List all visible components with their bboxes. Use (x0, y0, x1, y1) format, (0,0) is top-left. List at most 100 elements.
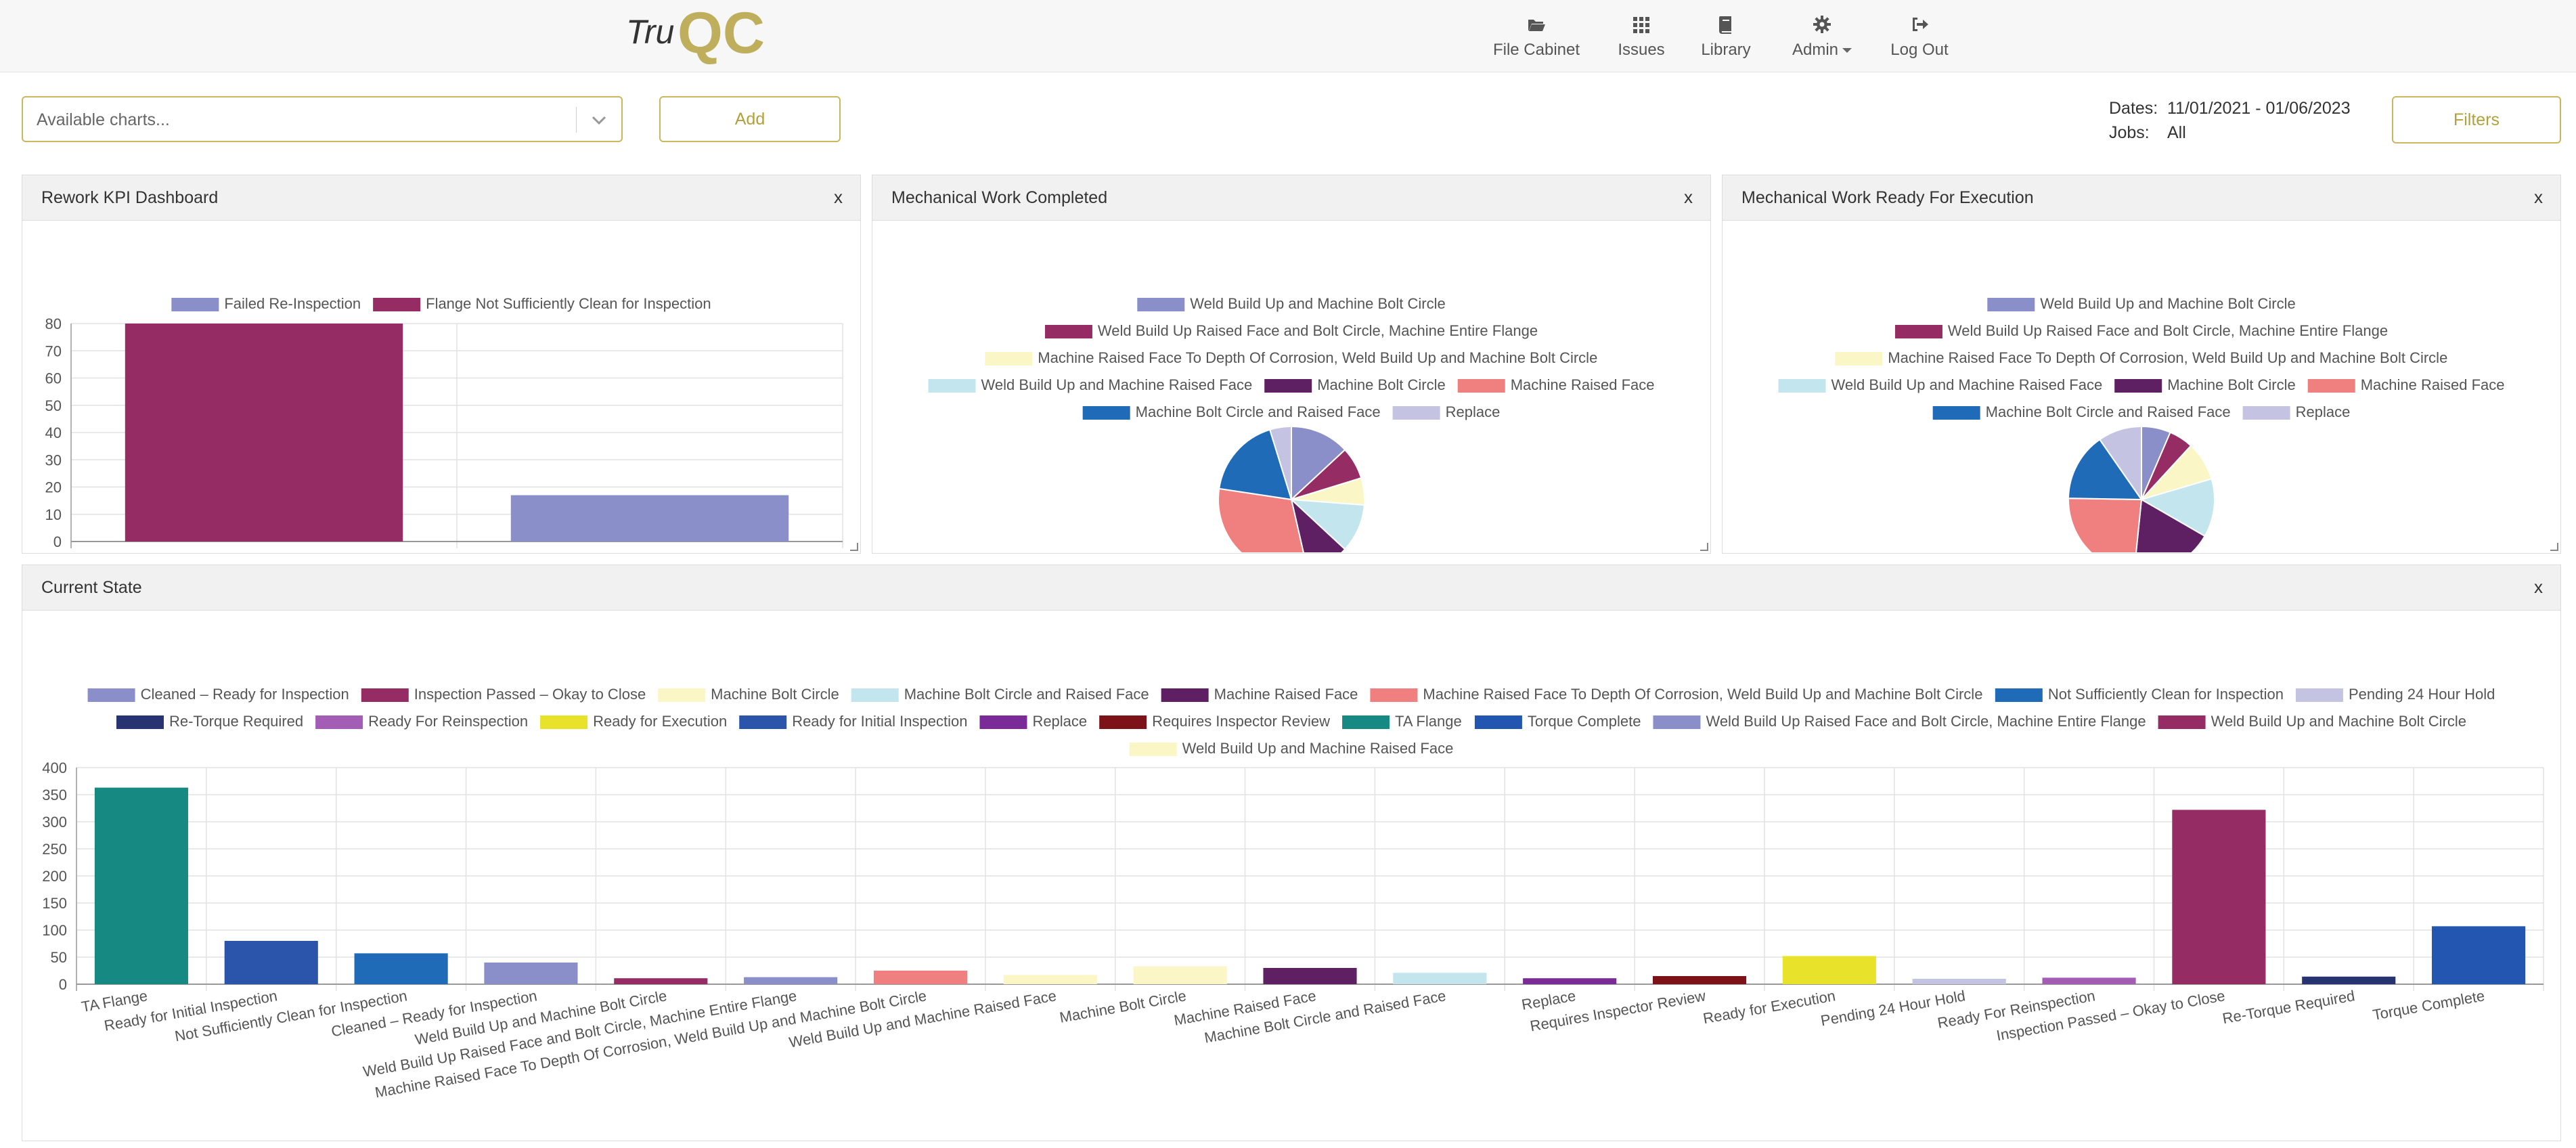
dates-label: Dates: (2109, 99, 2158, 118)
legend-label: Machine Bolt Circle (2167, 376, 2296, 393)
mech-completed-panel: Mechanical Work Completed x Weld Build U… (872, 175, 1711, 573)
nav-library[interactable]: Library (1695, 15, 1756, 65)
nav-logout[interactable]: Log Out (1886, 15, 1953, 65)
bar (2042, 977, 2136, 984)
bar (1652, 976, 1747, 984)
bar (873, 971, 968, 984)
legend-label: Ready for Execution (593, 713, 727, 730)
close-panel-button[interactable]: x (2534, 577, 2543, 597)
legend-label: Machine Raised Face To Depth Of Corrosio… (1038, 349, 1597, 366)
legend-label: Weld Build Up and Machine Raised Face (981, 376, 1253, 393)
pie-slice (1268, 425, 1292, 500)
bar (1782, 956, 1876, 984)
rework-bar-chart: Failed Re-Inspection Flange Not Sufficien… (45, 295, 843, 571)
legend-label: Machine Raised Face (1511, 376, 1655, 393)
bar (2172, 810, 2266, 984)
bar (1263, 968, 1357, 984)
mech-completed-pie-chart: Weld Build Up and Machine Bolt Circle Wel… (928, 295, 1655, 573)
y-tick-label: 200 (42, 868, 67, 885)
y-tick-label: 10 (45, 506, 62, 523)
available-charts-placeholder: Available charts... (37, 110, 170, 129)
legend-swatch (1082, 406, 1130, 420)
truqc-logo[interactable]: Tru QC (626, 4, 768, 66)
legend-label: Weld Build Up and Machine Bolt Circle (2211, 713, 2466, 730)
legend-swatch (739, 715, 787, 729)
pie-slice (2098, 425, 2142, 502)
y-tick-label: 50 (51, 949, 67, 966)
bar (2432, 926, 2526, 984)
legend-label: Re-Torque Required (169, 713, 303, 730)
y-tick-label: 250 (42, 841, 67, 858)
close-panel-button[interactable]: x (1684, 187, 1693, 207)
legend-swatch (1342, 715, 1390, 729)
y-tick-label: 80 (45, 315, 62, 332)
y-tick-label: 100 (42, 922, 67, 939)
legend-label: Machine Raised Face To Depth Of Corrosio… (1423, 686, 1982, 703)
panel-title: Current State (41, 578, 142, 597)
legend-swatch (1987, 298, 2035, 311)
bar (744, 977, 838, 984)
legend-swatch (1995, 688, 2043, 702)
nav-admin-label: Admin (1792, 41, 1839, 59)
legend-label: Ready For Reinspection (368, 713, 528, 730)
y-tick-label: 70 (45, 343, 62, 359)
nav-file-cabinet[interactable]: File Cabinet (1488, 15, 1585, 65)
legend-swatch (1044, 325, 1092, 338)
legend-swatch (1264, 379, 1312, 393)
resize-handle[interactable] (2550, 543, 2558, 551)
legend-swatch (1129, 743, 1177, 756)
y-tick-label: 150 (42, 895, 67, 912)
bar (1133, 966, 1227, 984)
close-panel-button[interactable]: x (834, 187, 843, 207)
bar (354, 953, 448, 984)
available-charts-select[interactable]: Available charts... (22, 96, 623, 142)
pie-slice (1289, 498, 1365, 550)
x-tick-label: Torque Complete (2372, 987, 2486, 1023)
x-tick-label: Re-Torque Required (2221, 987, 2356, 1027)
current-state-bar-chart: Cleaned – Ready for Inspection Inspection… (42, 686, 2544, 1101)
close-panel-button[interactable]: x (2534, 187, 2543, 207)
nav-library-label: Library (1701, 41, 1751, 59)
legend-swatch (87, 688, 135, 702)
bar (510, 495, 789, 542)
legend-label: Ready for Initial Inspection (792, 713, 967, 730)
x-tick-label: Inspection Passed – Okay to Close (1995, 987, 2227, 1044)
sign-out-icon (1886, 15, 1953, 35)
jobs-label: Jobs: (2109, 123, 2150, 142)
nav-logout-label: Log Out (1890, 41, 1949, 59)
legend-label: TA Flange (1395, 713, 1462, 730)
bar (614, 978, 708, 984)
legend-swatch (116, 715, 164, 729)
y-tick-label: 0 (59, 976, 67, 993)
nav-file-cabinet-label: File Cabinet (1492, 41, 1580, 59)
legend-label: Weld Build Up Raised Face and Bolt Circl… (1706, 713, 2146, 730)
legend-swatch (851, 688, 899, 702)
y-tick-label: 30 (45, 451, 62, 468)
panel-header: Mechanical Work Completed x (872, 175, 1710, 221)
nav-admin[interactable]: Admin (1784, 15, 1860, 65)
legend-swatch (1932, 406, 1980, 420)
add-chart-button[interactable]: Add (659, 96, 841, 142)
select-separator (576, 107, 577, 133)
panel-header: Current State x (22, 565, 2560, 611)
logo-qc-text: QC (678, 4, 765, 66)
nav-issues[interactable]: Issues (1611, 15, 1672, 65)
legend-label: Weld Build Up and Machine Raised Face (1831, 376, 2103, 393)
legend-swatch (985, 352, 1033, 366)
legend-swatch (2114, 379, 2162, 393)
legend-swatch (2242, 406, 2290, 420)
y-tick-label: 350 (42, 787, 67, 803)
caret-down-icon (1842, 48, 1852, 53)
resize-handle[interactable] (1700, 543, 1708, 551)
pie-slice (2067, 438, 2143, 501)
pie-slice (2139, 478, 2215, 537)
resize-handle[interactable] (850, 543, 858, 551)
legend-label: Flange Not Sufficiently Clean for Inspec… (426, 295, 711, 312)
bar (1912, 979, 2006, 984)
legend-label: Replace (1032, 713, 1087, 730)
legend-swatch (2295, 688, 2343, 702)
legend-swatch (315, 715, 363, 729)
filters-button[interactable]: Filters (2392, 96, 2561, 144)
chevron-down-icon[interactable] (587, 108, 610, 135)
logo-tru-text: Tru (626, 13, 674, 51)
